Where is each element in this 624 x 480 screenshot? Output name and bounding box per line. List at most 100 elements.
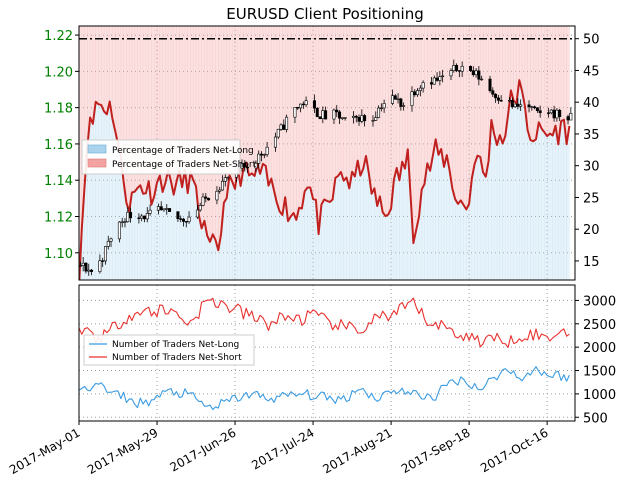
candle-body bbox=[324, 110, 328, 120]
candle-body bbox=[165, 208, 169, 210]
candle-body bbox=[552, 109, 556, 119]
candle-body bbox=[377, 107, 381, 118]
candle-body bbox=[243, 163, 247, 168]
candle-body bbox=[399, 98, 403, 107]
candle-body bbox=[374, 117, 378, 121]
candle-body bbox=[285, 116, 289, 130]
candle-body bbox=[449, 70, 453, 77]
candle-body bbox=[179, 218, 183, 220]
candle-body bbox=[332, 109, 336, 120]
candle-body bbox=[257, 153, 261, 164]
candle-body bbox=[471, 70, 475, 75]
traders-panel-frame bbox=[78, 284, 576, 422]
candle-body bbox=[566, 116, 570, 121]
candle-body bbox=[103, 246, 107, 262]
candle-body bbox=[496, 97, 500, 101]
candle-body bbox=[457, 70, 461, 72]
candle-body bbox=[494, 93, 498, 99]
candle-body bbox=[429, 82, 433, 85]
candle-body bbox=[90, 269, 94, 272]
traders-net-long-line bbox=[79, 366, 570, 411]
candle-body bbox=[508, 100, 512, 102]
traders-legend: Number of Traders Net-Long Number of Tra… bbox=[83, 334, 255, 366]
price-tick-label: 1.16 bbox=[44, 138, 73, 153]
candle-body bbox=[304, 100, 308, 105]
candle-body bbox=[499, 100, 503, 102]
candle-body bbox=[382, 103, 386, 109]
candle-body bbox=[156, 206, 160, 211]
candle-body bbox=[221, 180, 225, 191]
candle-body bbox=[379, 107, 383, 110]
legend-swatch-net-short bbox=[87, 158, 107, 168]
net-long-area bbox=[79, 80, 570, 280]
candle-body bbox=[265, 146, 269, 155]
candle-body bbox=[299, 103, 303, 109]
candle-body bbox=[513, 103, 517, 108]
candle-body bbox=[569, 112, 573, 121]
count-tick-label: 2000 bbox=[583, 341, 616, 356]
candle-body bbox=[109, 238, 113, 242]
candle-body bbox=[519, 104, 523, 107]
candle-body bbox=[421, 82, 425, 89]
legend-label-net-long: Percentage of Traders Net-Long bbox=[112, 146, 254, 156]
count-tick-label: 500 bbox=[583, 411, 608, 426]
candle-body bbox=[527, 104, 531, 108]
price-axis: 1.10 1.12 1.14 1.16 1.18 1.20 1.22 bbox=[44, 29, 79, 262]
price-tick-label: 1.14 bbox=[44, 174, 73, 189]
candle-body bbox=[301, 103, 305, 106]
candle-body bbox=[87, 269, 91, 272]
candle-body bbox=[547, 112, 551, 114]
candle-body bbox=[441, 75, 445, 78]
candle-body bbox=[410, 91, 414, 106]
candle-body bbox=[396, 98, 400, 100]
candle-body bbox=[159, 206, 163, 211]
candle-body bbox=[129, 211, 133, 219]
candle-body bbox=[126, 211, 130, 222]
chart-title: EURUSD Client Positioning bbox=[226, 5, 424, 23]
legend-swatch-net-long bbox=[87, 144, 107, 154]
candle-body bbox=[123, 221, 127, 223]
candle-body bbox=[354, 115, 358, 118]
candle-body bbox=[204, 196, 208, 199]
net-short-area bbox=[79, 26, 570, 280]
candle-body bbox=[117, 221, 121, 240]
candle-body bbox=[510, 100, 514, 108]
legend-label-net-short: Percentage of Traders Net-Short bbox=[112, 160, 257, 170]
candle-body bbox=[460, 65, 464, 72]
positioning-areas bbox=[79, 26, 570, 280]
candle-body bbox=[343, 117, 347, 119]
candle-body bbox=[226, 176, 230, 179]
candle-body bbox=[137, 217, 141, 219]
candle-body bbox=[207, 198, 211, 201]
candle-body bbox=[535, 107, 539, 112]
candle-body bbox=[201, 196, 205, 206]
percent-tick-label: 25 bbox=[583, 191, 600, 206]
candle-body bbox=[254, 163, 258, 169]
candle-body bbox=[140, 215, 144, 219]
candle-body bbox=[435, 77, 439, 81]
positioning-legend: Percentage of Traders Net-Long Percentag… bbox=[81, 139, 257, 175]
candle-body bbox=[538, 110, 542, 114]
traders-net-short-line bbox=[79, 297, 570, 348]
net-long-percent-line bbox=[79, 79, 571, 280]
candle-body bbox=[218, 189, 222, 192]
percent-tick-label: 40 bbox=[583, 96, 600, 111]
candle-body bbox=[371, 120, 375, 122]
positioning-legend-box bbox=[81, 139, 241, 175]
candle-body bbox=[488, 78, 492, 91]
candle-body bbox=[416, 90, 420, 96]
candle-body bbox=[273, 136, 277, 148]
candle-body bbox=[142, 215, 146, 220]
candle-body bbox=[452, 65, 456, 71]
candle-body bbox=[432, 77, 436, 85]
candle-body bbox=[338, 111, 342, 119]
eurusd-candlesticks bbox=[79, 59, 573, 276]
candle-body bbox=[318, 116, 322, 119]
price-tick-label: 1.18 bbox=[44, 102, 73, 117]
candle-body bbox=[340, 117, 344, 119]
candle-body bbox=[223, 177, 227, 182]
count-tick-label: 3000 bbox=[583, 294, 616, 309]
candle-body bbox=[393, 95, 397, 100]
price-panel-frame bbox=[78, 25, 576, 281]
